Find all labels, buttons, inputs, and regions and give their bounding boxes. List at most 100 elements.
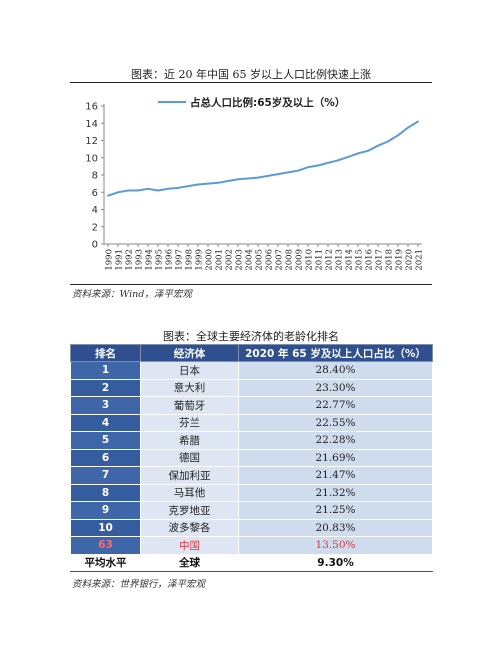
economy-cell: 德国 [140,448,239,467]
x-tick-label: 1997 [175,249,185,271]
x-tick-label: 2007 [275,249,285,271]
x-tick-label: 2014 [345,249,355,271]
rank-cell: 3 [70,396,141,415]
legend: 占总人口比例:65岁及以上（%） [158,96,345,109]
share-cell: 20.83% [238,518,433,537]
share-cell: 9.30% [238,553,433,572]
x-tick-label: 1998 [185,249,195,271]
x-tick-label: 2003 [235,249,245,271]
y-tick-label: 10 [85,153,98,164]
x-tick-label: 2019 [395,249,405,271]
data-point [257,176,259,179]
table-row: 63 中国 13.50% [70,536,433,555]
y-tick-label: 4 [92,205,98,216]
data-point [367,149,369,152]
x-tick-label: 2016 [365,249,375,271]
data-point [237,178,239,181]
table-row: 1 日本 28.40% [70,361,433,380]
rank-cell: 4 [70,413,141,432]
data-point [107,194,109,197]
data-point [127,189,129,192]
table-row: 6 德国 21.69% [70,448,433,467]
data-point [147,187,149,190]
rank-cell: 1 [70,361,141,380]
x-tick-label: 1999 [195,249,205,271]
share-cell: 28.40% [238,361,433,380]
data-point [397,134,399,137]
data-point [177,187,179,189]
rank-cell: 5 [70,431,141,450]
share-cell: 22.77% [238,396,433,415]
table-row: 5 希腊 22.28% [70,431,433,450]
rank-cell: 平均水平 [70,553,141,572]
share-cell: 21.69% [238,448,433,467]
data-point [277,173,279,176]
x-tick-label: 2004 [245,249,255,271]
economy-cell: 希腊 [140,431,239,450]
legend-label: 占总人口比例:65岁及以上（%） [190,96,345,109]
data-point [287,171,289,174]
rank-cell: 9 [70,501,141,520]
economy-cell: 波多黎各 [140,518,239,537]
x-tick-label: 1991 [115,249,125,271]
table-row: 平均水平 全球 9.30% [70,553,433,572]
series-group [107,120,419,197]
rank-cell: 2 [70,378,141,397]
share-cell: 23.30% [238,378,433,397]
economy-cell: 芬兰 [140,413,239,432]
x-tick-label: 2006 [265,249,275,271]
table-row: 7 保加利亚 21.47% [70,466,433,485]
header-share: 2020 年 65 岁及以上人口占比（%） [238,344,433,362]
table-row: 2 意大利 23.30% [70,378,433,397]
share-cell: 13.50% [238,536,433,555]
x-tick-label: 2017 [375,249,385,271]
x-tick-label: 2011 [315,249,325,271]
x-tick-label: 2010 [305,249,315,271]
data-point [117,191,119,194]
x-tick-label: 2008 [285,249,295,271]
rank-cell: 6 [70,448,141,467]
economy-cell: 葡萄牙 [140,396,239,415]
data-point [157,189,159,192]
x-tick-label: 2020 [405,249,415,271]
economy-cell: 意大利 [140,378,239,397]
x-tick-label: 1994 [145,249,155,271]
x-axis: 1990 1991 1992 1993 1994 1995 1996 1997 1998 1999… [104,243,425,271]
data-point [387,140,389,143]
x-tick-label: 2013 [335,249,345,271]
economy-cell: 马耳他 [140,483,239,502]
share-cell: 21.32% [238,483,433,502]
x-tick-label: 2002 [225,249,235,271]
table-row: 10 波多黎各 20.83% [70,518,433,537]
share-cell: 22.55% [238,413,433,432]
rank-cell: 10 [70,518,141,537]
y-axis: 0 2 4 6 8 10 12 14 16 [85,102,105,251]
table-row: 4 芬兰 22.55% [70,413,433,432]
y-tick-label: 8 [92,171,98,182]
y-tick-label: 2 [92,222,98,233]
data-point [307,166,309,169]
economy-cell: 日本 [140,361,239,380]
data-point [327,162,329,164]
data-point [297,169,299,172]
data-point [217,181,219,184]
data-point [207,182,209,185]
data-point [227,180,229,182]
x-tick-label: 2005 [255,249,265,271]
x-tick-label: 1990 [105,249,115,271]
data-point [407,126,409,129]
data-point [167,187,169,190]
data-point [377,144,379,147]
data-point [347,155,349,158]
data-point [417,120,419,123]
y-tick-label: 6 [92,188,98,199]
data-point [187,185,189,188]
x-tick-label: 2000 [205,249,215,271]
x-tick-label: 1992 [125,249,135,271]
share-cell: 21.47% [238,466,433,485]
data-point [247,177,249,180]
chart-caption: 图表：近 20 年中国 65 岁以上人口比例快速上涨 [131,68,371,81]
ranking-table: 排名 经济体 2020 年 65 岁及以上人口占比（%） 1 日本 28.40% 2 意… [70,344,433,572]
y-tick-label: 14 [85,119,98,130]
economy-cell: 克罗地亚 [140,501,239,520]
